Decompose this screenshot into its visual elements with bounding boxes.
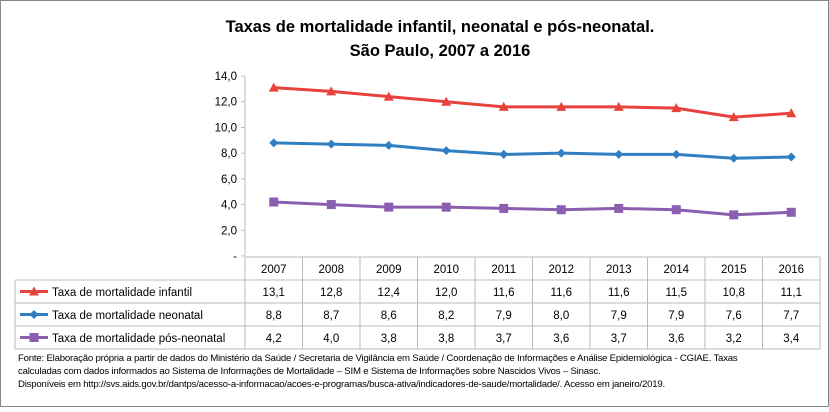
chart-title-line1: Taxas de mortalidade infantil, neonatal … <box>226 18 655 36</box>
x-category-label: 2013 <box>606 264 632 276</box>
data-point <box>614 203 624 213</box>
x-category-label: 2007 <box>261 264 287 276</box>
data-point <box>326 139 336 149</box>
x-category-label: 2010 <box>433 264 459 276</box>
x-category-label: 2012 <box>548 264 574 276</box>
data-label: 11,6 <box>493 287 515 299</box>
data-label: 3,7 <box>496 333 512 345</box>
x-category-label: 2014 <box>663 264 689 276</box>
data-point <box>326 86 337 96</box>
x-category-label: 2008 <box>318 264 344 276</box>
y-tick-label: 8,0 <box>221 148 237 160</box>
data-point <box>671 103 682 113</box>
data-point <box>499 203 509 213</box>
data-label: 3,6 <box>668 333 684 345</box>
data-label: 12,4 <box>378 287 401 299</box>
data-label: 3,8 <box>381 333 397 345</box>
data-point <box>786 152 796 162</box>
data-label: 13,1 <box>263 287 285 299</box>
data-point <box>441 96 452 106</box>
data-point <box>499 149 509 159</box>
data-point <box>728 112 739 122</box>
x-category-label: 2011 <box>491 264 516 276</box>
series-line <box>273 141 792 160</box>
data-point <box>729 210 739 220</box>
data-point <box>269 197 279 207</box>
series-line <box>273 200 792 217</box>
legend-marker-diamond <box>29 310 39 319</box>
y-tick-label: 14,0 <box>215 71 237 83</box>
footnote-line1: Fonte: Elaboração própria a partir de da… <box>18 353 738 364</box>
data-label: 3,6 <box>553 333 569 345</box>
x-category-label: 2015 <box>721 264 747 276</box>
y-tick-label: 6,0 <box>221 174 237 186</box>
data-point <box>786 108 797 118</box>
data-label: 11,6 <box>608 287 630 299</box>
data-label: 8,8 <box>266 310 282 322</box>
data-label: 3,4 <box>783 333 800 345</box>
legend-marker-triangle <box>29 286 39 296</box>
data-label: 10,8 <box>723 287 745 299</box>
legend-label: Taxa de mortalidade neonatal <box>52 310 203 322</box>
data-point <box>269 138 279 148</box>
y-tick-label: 12,0 <box>215 97 237 109</box>
data-label: 8,2 <box>438 310 454 322</box>
data-label: 7,9 <box>611 310 627 322</box>
data-label: 12,8 <box>320 287 342 299</box>
y-tick-label: 10,0 <box>215 122 237 134</box>
x-category-label: 2016 <box>778 264 804 276</box>
data-label: 11,6 <box>550 287 572 299</box>
data-point <box>384 202 394 212</box>
footnote-line3: Disponíveis em http://svs.aids.gov.br/da… <box>18 379 665 390</box>
data-label: 12,0 <box>435 287 457 299</box>
x-category-label: 2009 <box>376 264 402 276</box>
data-label: 8,6 <box>381 310 397 322</box>
data-point <box>613 101 624 111</box>
data-point <box>786 207 796 217</box>
data-point <box>441 202 451 212</box>
y-tick-label: - <box>233 251 237 263</box>
legend-label: Taxa de mortalidade pós-neonatal <box>52 333 225 345</box>
data-label: 7,7 <box>783 310 799 322</box>
data-point <box>326 200 336 210</box>
data-point <box>614 149 624 159</box>
data-point <box>671 205 681 215</box>
data-point <box>556 148 566 158</box>
data-point <box>441 146 451 156</box>
data-label: 4,0 <box>323 333 339 345</box>
chart-title-line2: São Paulo, 2007 a 2016 <box>350 42 531 60</box>
data-point <box>729 153 739 163</box>
data-label: 8,7 <box>323 310 339 322</box>
data-label: 3,7 <box>611 333 627 345</box>
footnote: Fonte: Elaboração própria a partir de da… <box>18 352 818 391</box>
data-label: 4,2 <box>266 333 282 345</box>
series-line <box>273 86 792 119</box>
data-point <box>556 101 567 111</box>
data-label: 8,0 <box>553 310 569 322</box>
data-label: 7,9 <box>668 310 684 322</box>
y-tick-label: 4,0 <box>221 200 237 212</box>
data-point <box>498 101 509 111</box>
data-point <box>556 205 566 215</box>
data-label: 7,9 <box>496 310 512 322</box>
data-label: 3,8 <box>438 333 454 345</box>
y-tick-label: 2,0 <box>221 225 237 237</box>
data-label: 11,1 <box>780 287 802 299</box>
data-point <box>384 140 394 150</box>
data-point <box>671 149 681 159</box>
legend-marker-square <box>29 333 39 342</box>
data-label: 3,2 <box>726 333 742 345</box>
data-label: 7,6 <box>726 310 742 322</box>
data-label: 11,5 <box>665 287 687 299</box>
data-point <box>383 91 394 101</box>
data-point <box>268 82 279 92</box>
footnote-line2: calculadas com dados informados ao Siste… <box>18 366 601 377</box>
legend-label: Taxa de mortalidade infantil <box>52 287 192 299</box>
